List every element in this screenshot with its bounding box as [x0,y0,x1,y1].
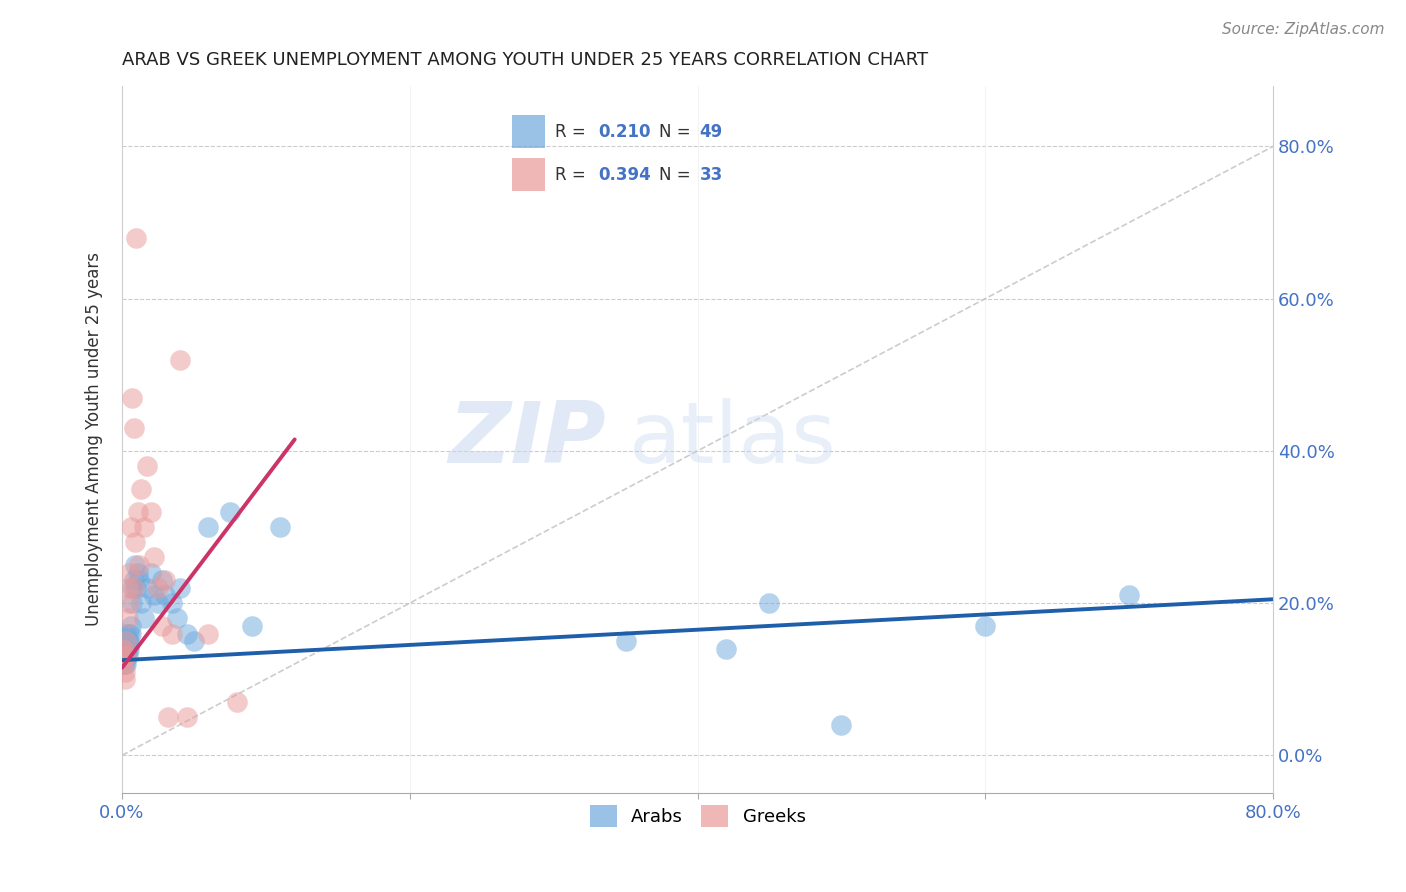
Point [176,626,198,640]
Point [118,626,141,640]
Point [124,535,146,549]
Point [758,596,780,610]
Point [830,718,852,732]
Point [162,626,184,640]
Point [129,482,152,496]
Text: ZIP: ZIP [449,398,606,481]
Point [114,634,136,648]
Point [112,641,135,656]
Point [117,634,139,648]
Point [112,641,135,656]
Point [118,634,141,648]
Text: atlas: atlas [628,398,837,481]
Point [117,581,139,595]
Point [118,566,141,580]
Point [115,641,138,656]
Point [127,566,149,580]
Point [146,596,169,610]
Point [115,657,138,671]
Point [197,626,219,640]
Point [142,589,165,603]
Point [127,505,149,519]
Point [122,573,145,587]
Point [115,626,138,640]
Point [169,581,191,595]
Y-axis label: Unemployment Among Youth under 25 years: Unemployment Among Youth under 25 years [86,252,103,626]
Point [114,649,136,664]
Point [157,710,180,724]
Point [112,649,135,664]
Point [146,581,169,595]
Point [240,619,263,633]
Point [117,649,139,664]
Point [226,695,249,709]
Point [114,672,136,686]
Point [115,649,138,664]
Point [121,391,143,405]
Point [114,665,136,679]
Point [122,581,145,595]
Point [197,520,219,534]
Text: Source: ZipAtlas.com: Source: ZipAtlas.com [1222,22,1385,37]
Point [169,352,191,367]
Point [120,626,142,640]
Point [115,634,138,648]
Point [183,634,205,648]
Point [155,573,177,587]
Legend: Arabs, Greeks: Arabs, Greeks [582,797,813,834]
Point [121,596,143,610]
Point [132,611,155,625]
Point [162,596,184,610]
Point [166,611,188,625]
Point [974,619,997,633]
Point [139,505,162,519]
Point [122,421,145,435]
Point [117,641,139,656]
Point [716,641,738,656]
Point [1118,589,1140,603]
Point [135,581,157,595]
Point [114,649,136,664]
Point [128,573,150,587]
Point [269,520,291,534]
Point [112,657,135,671]
Point [614,634,637,648]
Point [118,641,141,656]
Point [150,573,173,587]
Point [219,505,242,519]
Point [112,657,135,671]
Point [117,611,139,625]
Point [114,641,136,656]
Point [125,231,148,245]
Point [118,596,141,610]
Point [120,619,142,633]
Point [132,520,155,534]
Point [120,520,142,534]
Point [129,596,152,610]
Point [125,581,148,595]
Point [150,619,173,633]
Point [121,581,143,595]
Point [142,550,165,565]
Point [176,710,198,724]
Point [114,657,136,671]
Point [128,558,150,572]
Text: ARAB VS GREEK UNEMPLOYMENT AMONG YOUTH UNDER 25 YEARS CORRELATION CHART: ARAB VS GREEK UNEMPLOYMENT AMONG YOUTH U… [122,51,928,69]
Point [115,649,138,664]
Point [135,459,157,474]
Point [124,558,146,572]
Point [139,566,162,580]
Point [155,589,177,603]
